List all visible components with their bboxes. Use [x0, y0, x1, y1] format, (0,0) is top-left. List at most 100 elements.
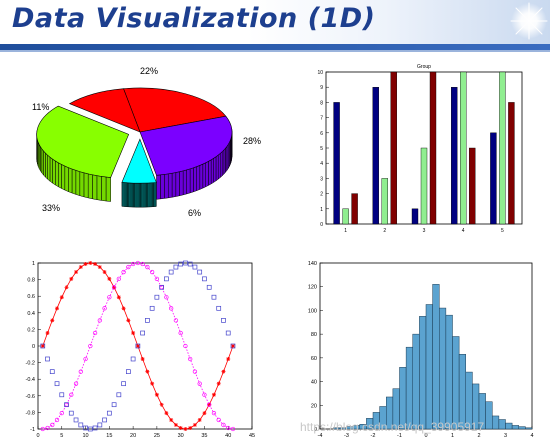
- pie-side-segment: [213, 156, 217, 183]
- circle-marker: [188, 356, 193, 362]
- square-marker: [140, 330, 145, 336]
- star-marker: [150, 381, 155, 386]
- x-tick-label: 40: [225, 433, 231, 439]
- x-tick-label: 20: [130, 433, 136, 439]
- histogram-bar: [485, 401, 493, 430]
- pie-side-segment: [215, 154, 219, 182]
- x-tick-label: 1: [451, 433, 454, 439]
- histogram-bar: [425, 304, 433, 430]
- circle-marker: [54, 417, 60, 423]
- pie-side-segment: [156, 174, 161, 200]
- bar: [499, 71, 506, 225]
- x-tick-label: -1: [397, 433, 402, 439]
- pie-side-segment: [71, 168, 77, 195]
- star-marker: [45, 331, 50, 336]
- y-tick-label: 3: [320, 176, 323, 182]
- bar: [372, 87, 380, 225]
- star-marker: [59, 295, 64, 300]
- bar: [381, 178, 389, 225]
- star-marker: [97, 265, 102, 270]
- square-marker: [106, 410, 112, 416]
- y-tick-label: 0.8: [27, 278, 35, 284]
- star-marker: [88, 261, 93, 265]
- x-tick-label: 0: [424, 433, 427, 439]
- y-tick-label: 8: [320, 100, 323, 106]
- square-marker: [87, 426, 93, 432]
- y-tick-label: 0: [320, 222, 323, 228]
- header-rule: [0, 44, 550, 50]
- y-tick-label: 0.4: [27, 311, 35, 317]
- pie-side-segment: [96, 175, 102, 201]
- pie-slice: [36, 105, 130, 178]
- star-marker: [188, 425, 193, 430]
- y-tick-label: 6: [320, 131, 323, 137]
- y-tick-label: 4: [320, 161, 323, 167]
- y-tick-label: 0.6: [27, 294, 35, 300]
- circle-marker: [126, 264, 131, 270]
- line-chart-axes: [37, 262, 253, 430]
- star-marker: [116, 295, 121, 300]
- bar: [390, 71, 398, 225]
- star-marker: [107, 276, 112, 281]
- square-marker: [49, 369, 55, 374]
- star-marker: [131, 331, 136, 336]
- star-marker: [197, 417, 202, 422]
- y-tick-label: 0: [314, 427, 317, 433]
- histogram-bar: [458, 354, 466, 430]
- star-marker: [164, 411, 169, 416]
- circle-marker: [50, 422, 55, 428]
- pie-side-segment: [186, 168, 191, 195]
- square-marker: [197, 269, 203, 275]
- square-marker: [73, 417, 79, 423]
- histogram-bar: [505, 422, 513, 430]
- square-marker: [183, 260, 188, 266]
- pie-slice: [68, 88, 141, 133]
- pie-side-segment: [61, 164, 66, 191]
- circle-marker: [69, 392, 74, 397]
- histogram-bar: [498, 419, 506, 430]
- pie-side-segment: [92, 174, 98, 200]
- bar: [411, 208, 419, 225]
- histogram-bar: [412, 333, 420, 430]
- pie-side-segment: [179, 170, 184, 197]
- pie-side-segment: [210, 157, 214, 185]
- pie-side-segment: [52, 158, 56, 186]
- header-rule-light: [0, 50, 550, 52]
- star-marker: [192, 422, 197, 427]
- bar: [420, 147, 428, 225]
- pie-slice-label: 33%: [42, 203, 60, 213]
- circle-marker: [59, 410, 64, 416]
- circle-marker: [164, 295, 169, 300]
- y-tick-label: -0.8: [26, 410, 35, 416]
- pie-side-segment: [196, 165, 201, 192]
- bar: [508, 102, 515, 225]
- circle-marker: [230, 426, 236, 432]
- x-tick-label: 10: [82, 433, 88, 439]
- square-marker: [68, 410, 74, 416]
- pie-side-segment: [101, 176, 107, 202]
- pie-slice-label: 28%: [243, 136, 261, 146]
- star-marker: [83, 262, 88, 267]
- pie-side-segment: [49, 156, 53, 184]
- histogram-bar: [445, 314, 453, 430]
- square-marker: [78, 422, 84, 428]
- square-marker: [168, 269, 174, 275]
- pie-side-segment: [171, 172, 177, 198]
- star-marker: [178, 425, 183, 430]
- pie-side-segment: [219, 151, 223, 179]
- circle-marker: [97, 318, 102, 323]
- pie-side-segment: [58, 162, 62, 189]
- y-tick-label: -1: [30, 427, 35, 433]
- x-tick-label: -3: [344, 433, 349, 439]
- pie-side-segment: [189, 167, 194, 194]
- circle-marker: [88, 343, 93, 349]
- grouped-bar-chart: Group 0 1 2 3 4 5 6 7 8 9 10 1 2 3 4 5: [317, 64, 523, 234]
- star-marker: [55, 306, 60, 311]
- square-marker: [164, 276, 169, 282]
- slide-title: Data Visualization (1D): [12, 3, 376, 34]
- circle-marker: [197, 381, 202, 386]
- square-marker: [135, 343, 141, 349]
- pie-side-segment: [221, 149, 225, 177]
- pie-side-segment: [47, 154, 51, 182]
- star-marker: [207, 402, 212, 407]
